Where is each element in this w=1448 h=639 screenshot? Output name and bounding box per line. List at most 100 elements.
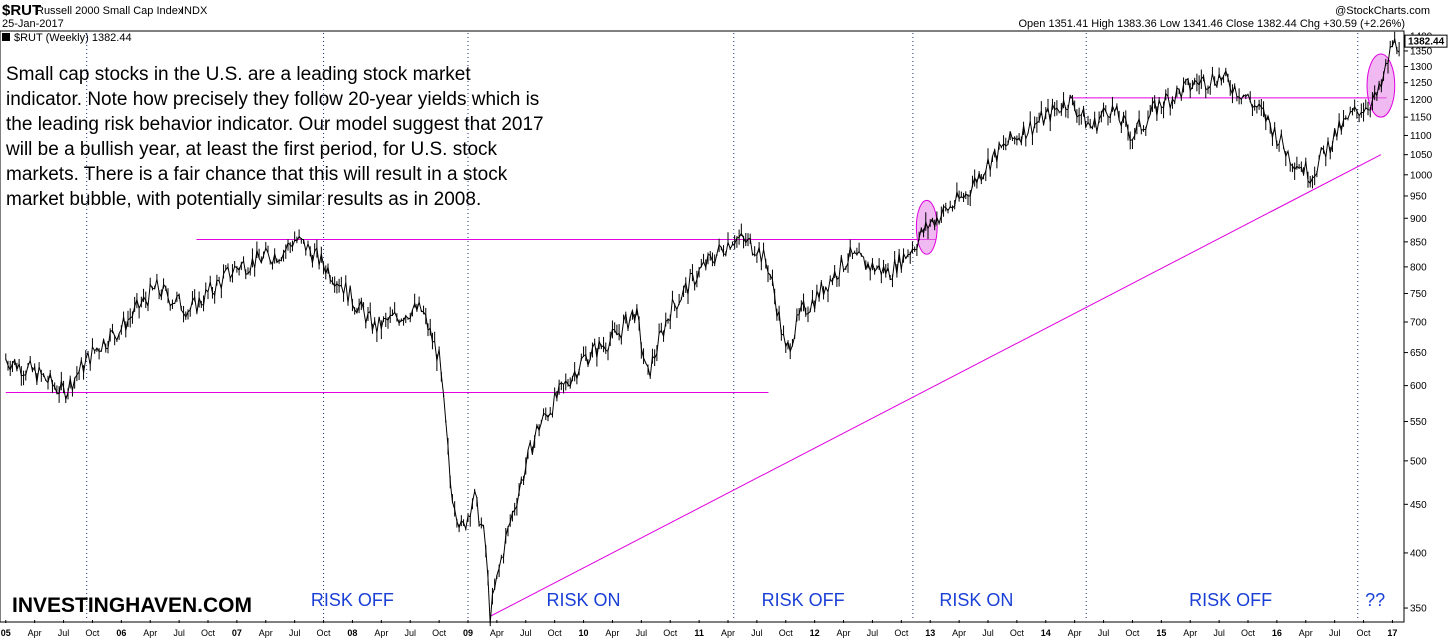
y-tick-label: 850 bbox=[1410, 237, 1427, 248]
x-tick-label: 10 bbox=[579, 628, 589, 638]
legend-label: $RUT (Weekly) 1382.44 bbox=[14, 32, 132, 44]
x-tick-label: 06 bbox=[116, 628, 126, 638]
regime-labels: RISK OFF RISK ON RISK OFF RISK ON RISK OFF?? bbox=[311, 590, 1385, 610]
price-line bbox=[5, 38, 1400, 624]
x-tick-label: Jul bbox=[1329, 628, 1341, 638]
x-tick-label: 05 bbox=[1, 628, 11, 638]
x-tick-label: Oct bbox=[1125, 628, 1140, 638]
x-tick-label: Apr bbox=[490, 628, 504, 638]
x-tick-label: Jul bbox=[751, 628, 763, 638]
x-tick-label: 11 bbox=[694, 628, 704, 638]
last-price-label: 1382.44 bbox=[1408, 37, 1445, 48]
x-tick-label: 15 bbox=[1156, 628, 1166, 638]
x-tick-label: Oct bbox=[1241, 628, 1256, 638]
regime-label: RISK OFF bbox=[1189, 590, 1272, 610]
x-tick-label: Apr bbox=[721, 628, 735, 638]
trendlines bbox=[5, 97, 1387, 617]
x-tick-label: Oct bbox=[1010, 628, 1025, 638]
y-tick-label: 1050 bbox=[1410, 150, 1433, 161]
x-tick-label: Jul bbox=[636, 628, 648, 638]
x-tick-label: Jul bbox=[1213, 628, 1225, 638]
x-tick-label: Oct bbox=[1357, 628, 1372, 638]
x-tick-label: 12 bbox=[810, 628, 820, 638]
x-tick-label: Apr bbox=[952, 628, 966, 638]
x-tick-label: 17 bbox=[1387, 628, 1397, 638]
x-tick-label: Oct bbox=[85, 628, 100, 638]
x-tick-label: Jul bbox=[173, 628, 185, 638]
commentary-line-4: will be a bullish year, at least the fir… bbox=[5, 139, 498, 160]
x-tick-label: Oct bbox=[432, 628, 447, 638]
x-tick-label: Oct bbox=[201, 628, 216, 638]
regime-label: ?? bbox=[1365, 590, 1385, 610]
y-tick-label: 700 bbox=[1410, 317, 1427, 328]
x-tick-label: Jul bbox=[1098, 628, 1110, 638]
index-name: Russell 2000 Small Cap Index bbox=[36, 5, 184, 17]
x-tick-label: Jul bbox=[58, 628, 70, 638]
symbol-label: $RUT bbox=[2, 2, 41, 19]
y-tick-label: 800 bbox=[1410, 262, 1427, 273]
y-tick-label: 650 bbox=[1410, 348, 1427, 359]
brand-label: INVESTINGHAVEN.COM bbox=[12, 594, 252, 617]
x-tick-label: Apr bbox=[1299, 628, 1313, 638]
x-tick-label: Oct bbox=[548, 628, 563, 638]
commentary-line-1: Small cap stocks in the U.S. are a leadi… bbox=[6, 64, 471, 85]
y-tick-label: 550 bbox=[1410, 417, 1427, 428]
x-tick-label: Oct bbox=[663, 628, 678, 638]
regime-label: RISK OFF bbox=[311, 590, 394, 610]
y-tick-label: 1000 bbox=[1410, 170, 1433, 181]
y-tick-label: 950 bbox=[1410, 191, 1427, 202]
price-series bbox=[5, 31, 1400, 627]
y-tick-label: 400 bbox=[1410, 548, 1427, 559]
ohlc-readout: Open 1351.41 High 1383.36 Low 1341.46 Cl… bbox=[1018, 18, 1405, 30]
x-tick-label: Apr bbox=[143, 628, 157, 638]
y-tick-label: 750 bbox=[1410, 289, 1427, 300]
y-tick-label: 900 bbox=[1410, 214, 1427, 225]
trendline bbox=[489, 154, 1382, 617]
y-tick-label: 1200 bbox=[1410, 95, 1433, 106]
x-tick-label: Apr bbox=[259, 628, 273, 638]
x-tick-label: 08 bbox=[347, 628, 357, 638]
x-tick-label: Jul bbox=[520, 628, 532, 638]
last-price-marker: 1382.44 bbox=[1404, 34, 1448, 48]
commentary-line-3: the leading risk behavior indicator. Our… bbox=[6, 114, 544, 135]
x-tick-label: 07 bbox=[232, 628, 242, 638]
commentary-line-5: markets. There is a fair chance that thi… bbox=[6, 164, 508, 185]
x-tick-label: Apr bbox=[28, 628, 42, 638]
y-axis: 350 400 450 500 550 600 650 700 750 800 850 900 950 1… bbox=[1404, 31, 1433, 615]
y-tick-label: 1350 bbox=[1410, 46, 1433, 57]
y-tick-label: 1150 bbox=[1410, 113, 1432, 124]
x-tick-label: Apr bbox=[1183, 628, 1197, 638]
x-tick-label: Apr bbox=[1068, 628, 1082, 638]
x-tick-label: 13 bbox=[925, 628, 935, 638]
x-tick-label: Apr bbox=[605, 628, 619, 638]
x-tick-label: Apr bbox=[837, 628, 851, 638]
x-tick-label: Jul bbox=[404, 628, 416, 638]
exchange-label: INDX bbox=[181, 5, 208, 17]
regime-label: RISK ON bbox=[939, 590, 1013, 610]
y-tick-label: 600 bbox=[1410, 381, 1427, 392]
commentary-line-6: market bubble, with potentially similar … bbox=[6, 189, 481, 210]
y-tick-label: 1250 bbox=[1410, 78, 1433, 89]
highlight-ellipse bbox=[915, 199, 938, 255]
legend-swatch bbox=[2, 33, 10, 41]
y-tick-label: 450 bbox=[1410, 500, 1427, 511]
commentary-line-2: indicator. Note how precisely they follo… bbox=[6, 89, 539, 110]
regime-label: RISK ON bbox=[547, 590, 621, 610]
x-tick-label: 14 bbox=[1041, 628, 1051, 638]
chart-date: 25-Jan-2017 bbox=[2, 18, 64, 30]
x-tick-label: Oct bbox=[317, 628, 332, 638]
plot-frame bbox=[0, 30, 1405, 623]
x-tick-label: Jul bbox=[289, 628, 301, 638]
x-axis: 05 Apr Jul Oct 06 Apr Jul Oct 07 Apr Jul Oct 08 Apr Ju… bbox=[1, 620, 1397, 638]
y-tick-label: 350 bbox=[1410, 604, 1427, 615]
x-tick-label: Jul bbox=[982, 628, 994, 638]
y-tick-label: 500 bbox=[1410, 456, 1427, 467]
last-price-box bbox=[1404, 34, 1448, 48]
x-tick-label: Oct bbox=[894, 628, 909, 638]
x-tick-label: Jul bbox=[867, 628, 879, 638]
x-tick-label: Oct bbox=[779, 628, 794, 638]
x-tick-label: 16 bbox=[1272, 628, 1282, 638]
x-tick-label: 09 bbox=[463, 628, 473, 638]
y-tick-label: 1100 bbox=[1410, 131, 1432, 142]
